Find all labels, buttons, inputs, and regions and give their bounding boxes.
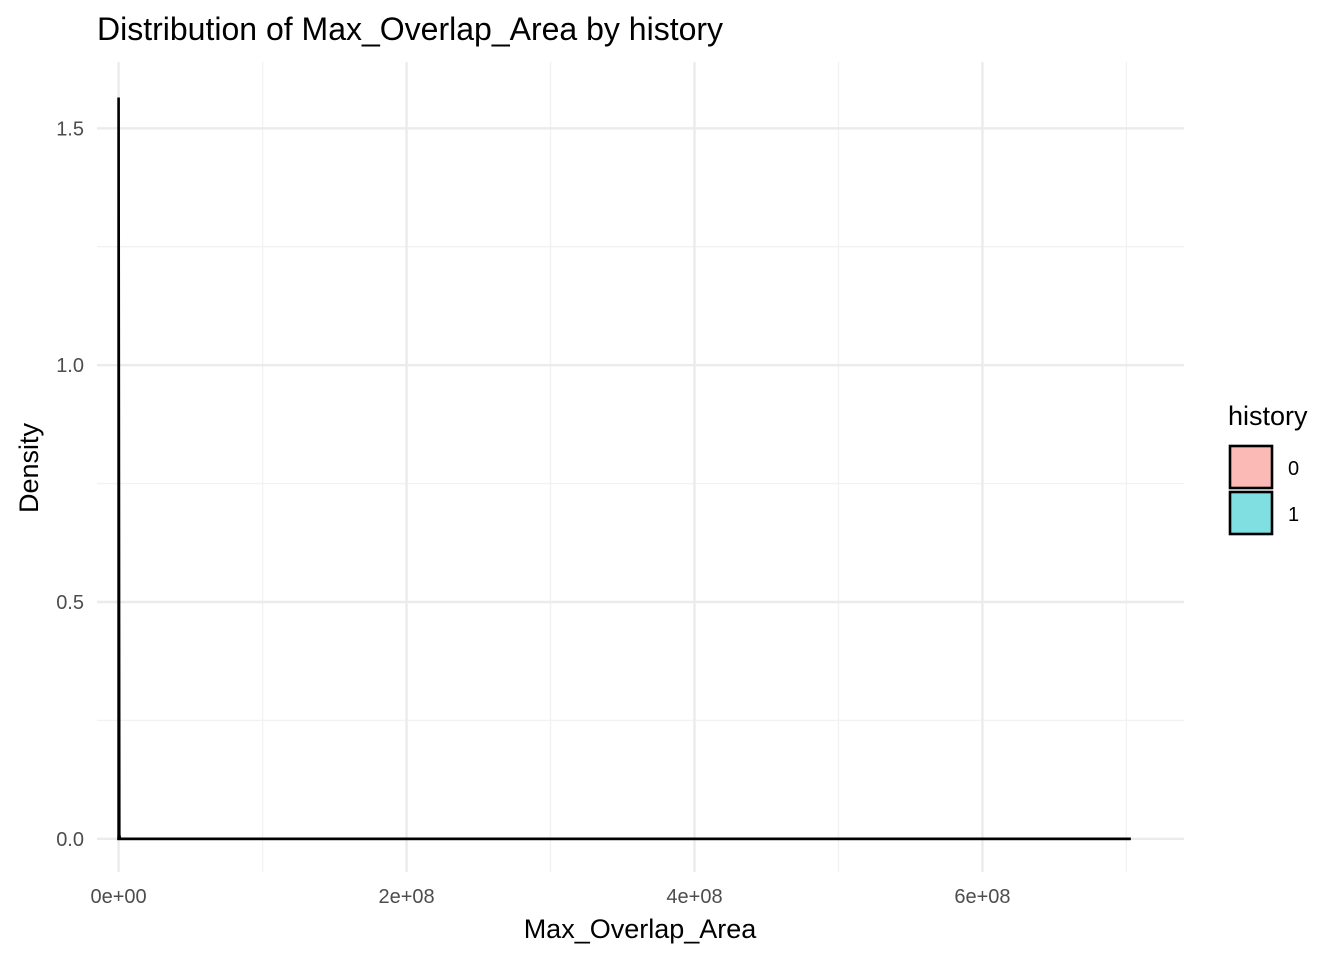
x-tick-labels: 0e+00 2e+08 4e+08 6e+08: [91, 886, 1011, 908]
legend-label-0: 0: [1288, 458, 1299, 480]
legend-key-1: [1228, 490, 1274, 536]
x-axis-title: Max_Overlap_Area: [524, 914, 758, 944]
y-tick-labels: 0.0 0.5 1.0 1.5: [56, 118, 84, 851]
legend-key-0: [1228, 444, 1274, 490]
x-tick-label: 2e+08: [378, 886, 434, 908]
y-axis-title: Density: [14, 422, 44, 513]
density-area-history-1: [117, 97, 1131, 841]
x-tick-label: 0e+00: [91, 886, 147, 908]
chart-title: Distribution of Max_Overlap_Area by hist…: [97, 11, 723, 47]
y-tick-label: 1.0: [56, 355, 84, 377]
x-tick-label: 6e+08: [954, 886, 1010, 908]
y-tick-label: 0.0: [56, 829, 84, 851]
density-areas: [117, 97, 1131, 841]
legend: history 0 1: [1228, 401, 1308, 536]
x-tick-label: 4e+08: [666, 886, 722, 908]
legend-title: history: [1228, 401, 1308, 431]
legend-label-1: 1: [1288, 504, 1299, 526]
grid: [97, 62, 1184, 872]
y-tick-label: 1.5: [56, 118, 84, 140]
y-tick-label: 0.5: [56, 592, 84, 614]
